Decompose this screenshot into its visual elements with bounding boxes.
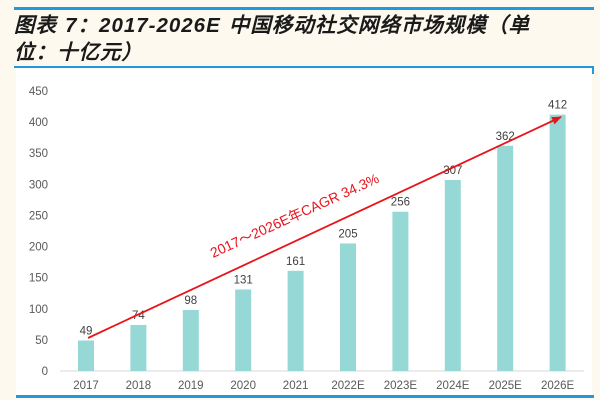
panel-corner — [592, 66, 594, 74]
x-tick-label: 2026E — [541, 380, 575, 392]
data-label: 98 — [184, 295, 197, 307]
bar — [235, 289, 252, 371]
title-number: 7：2017-2026E — [65, 14, 221, 37]
data-label: 49 — [80, 326, 93, 338]
y-tick-label: 400 — [29, 117, 48, 129]
x-tick-label: 2020 — [230, 380, 256, 392]
y-tick-label: 450 — [29, 86, 48, 98]
data-label: 131 — [234, 274, 253, 286]
x-tick-label: 2024E — [436, 380, 470, 392]
x-tick-label: 2018 — [126, 380, 152, 392]
data-label: 412 — [548, 100, 567, 112]
title-divider — [14, 66, 594, 68]
bar — [130, 324, 147, 371]
data-label: 256 — [391, 197, 410, 209]
y-tick-label: 200 — [29, 242, 48, 254]
chart-panel — [16, 68, 592, 396]
data-label: 362 — [496, 131, 515, 143]
chart-title: 图表 7：2017-2026E 中国移动社交网络市场规模（单 位：十亿元） — [14, 12, 600, 66]
y-axis: 0 50 100 150 200 250 300 350 400 450 — [29, 86, 48, 378]
y-tick-label: 350 — [29, 148, 48, 160]
bar — [549, 114, 566, 372]
title-line2: 位：十亿元） — [14, 40, 143, 64]
y-tick-label: 0 — [42, 366, 48, 378]
y-tick-label: 250 — [29, 210, 48, 222]
x-axis: 2017 2018 2019 2020 2021 2022E 2023E 2024E 2025E… — [73, 380, 574, 392]
x-tick-label: 2019 — [178, 380, 204, 392]
y-tick-label: 300 — [29, 179, 48, 191]
data-label: 205 — [338, 228, 357, 240]
bar — [497, 145, 514, 371]
x-tick-label: 2021 — [283, 380, 309, 392]
data-label: 307 — [443, 165, 462, 177]
x-tick-label: 2023E — [384, 380, 418, 392]
bar — [444, 179, 461, 371]
y-tick-label: 150 — [29, 273, 48, 285]
y-tick-label: 50 — [35, 335, 48, 347]
bottom-rule — [16, 395, 594, 398]
y-tick-label: 100 — [29, 304, 48, 316]
x-tick-label: 2017 — [73, 380, 99, 392]
bar — [392, 211, 409, 371]
bar — [78, 340, 94, 371]
title-prefix: 图表 — [14, 13, 57, 37]
x-tick-label: 2025E — [489, 380, 523, 392]
data-label: 161 — [286, 256, 305, 268]
bar — [340, 243, 356, 371]
title-rest: 中国移动社交网络市场规模（单 — [228, 13, 530, 37]
bar — [182, 310, 199, 371]
x-tick-label: 2022E — [331, 380, 365, 392]
top-rule — [14, 7, 594, 10]
bar — [287, 270, 304, 371]
cagr-arrow — [87, 116, 562, 339]
